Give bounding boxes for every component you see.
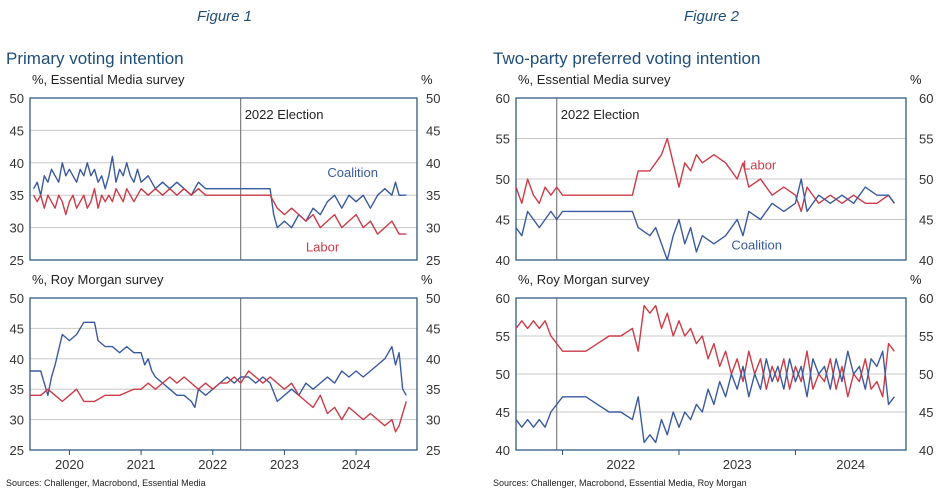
f1-essential-ytick-left-35: 35 [10, 188, 24, 203]
f1-roymorgan-xtick-2020: 2020 [55, 457, 84, 472]
f2-essential-ytick-right-55: 55 [919, 132, 933, 147]
f2-essential-right-unit: % [910, 72, 922, 87]
f2-essential-ytick-right-50: 50 [919, 172, 933, 187]
f1-essential-series-coalition [32, 155, 407, 229]
f2-essential-series-labor [515, 137, 895, 213]
f2-essential-label-labor: Labor [743, 157, 777, 172]
f1-roymorgan-xtick-2022: 2022 [198, 457, 227, 472]
f1-roymorgan-ytick-right-50: 50 [426, 291, 440, 306]
f1-roymorgan-ytick-left-35: 35 [10, 382, 24, 397]
f1-essential-ytick-left-30: 30 [10, 221, 24, 236]
f1-roymorgan-ytick-right-45: 45 [426, 321, 440, 336]
f1-essential-ytick-right-50: 50 [426, 91, 440, 106]
f2-essential-ytick-right-40: 40 [919, 253, 933, 268]
f1-essential-label-labor: Labor [306, 240, 340, 255]
f2-roymorgan-xtick-2023: 2023 [723, 457, 752, 472]
f1-essential-ytick-left-45: 45 [10, 123, 24, 138]
f1-roymorgan-ytick-left-30: 30 [10, 413, 24, 428]
f1-essential-label-coalition: Coalition [327, 165, 378, 180]
f2-roymorgan-ytick-right-45: 45 [919, 405, 933, 420]
f1-essential-right-unit: % [421, 72, 433, 87]
f2-roymorgan-xtick-2024: 2024 [836, 457, 865, 472]
f2-essential-ytick-left-60: 60 [496, 91, 510, 106]
f1-roymorgan-ytick-right-40: 40 [426, 352, 440, 367]
f2-roymorgan-ytick-right-60: 60 [919, 291, 933, 306]
f1-roymorgan-ytick-left-50: 50 [10, 291, 24, 306]
figure-1-label: Figure 1 [197, 8, 253, 25]
f2-roymorgan-plot-frame [515, 297, 907, 451]
f1-roymorgan-xtick-2021: 2021 [127, 457, 156, 472]
f2-essential-ytick-left-50: 50 [496, 172, 510, 187]
f1-roymorgan-ytick-right-35: 35 [426, 382, 440, 397]
f2-roymorgan-ytick-left-50: 50 [496, 367, 510, 382]
f2-roymorgan-ytick-left-60: 60 [496, 291, 510, 306]
f1-essential-ytick-right-25: 25 [426, 253, 440, 268]
f2-essential-election-label: 2022 Election [561, 107, 640, 122]
f1-essential-ytick-left-40: 40 [10, 156, 24, 171]
f2-roymorgan-ytick-right-50: 50 [919, 367, 933, 382]
figure-2-sources: Sources: Challenger, Macrobond, Essentia… [493, 478, 747, 488]
f2-essential-series-coalition [515, 178, 895, 261]
f1-essential-ytick-right-45: 45 [426, 123, 440, 138]
f1-essential-ytick-right-40: 40 [426, 156, 440, 171]
figure-2-label: Figure 2 [684, 8, 740, 25]
f1-roymorgan-subtitle: %, Roy Morgan survey [32, 272, 164, 287]
f2-roymorgan-ytick-left-45: 45 [496, 405, 510, 420]
f1-roymorgan-ytick-right-25: 25 [426, 443, 440, 458]
f2-roymorgan-subtitle: %, Roy Morgan survey [518, 272, 650, 287]
f2-essential-ytick-left-45: 45 [496, 213, 510, 228]
f1-roymorgan-xtick-2024: 2024 [342, 457, 371, 472]
f1-roymorgan-series-labor [30, 370, 407, 433]
f2-roymorgan-series-labor [515, 304, 895, 398]
f1-roymorgan-series-coalition [30, 321, 407, 409]
f1-roymorgan-right-unit: % [421, 272, 433, 287]
f1-essential-ytick-left-25: 25 [10, 253, 24, 268]
f1-roymorgan-ytick-right-30: 30 [426, 413, 440, 428]
f2-essential-label-coalition: Coalition [731, 237, 782, 252]
f2-roymorgan-right-unit: % [910, 272, 922, 287]
figure-1-title: Primary voting intention [6, 49, 184, 68]
f1-essential-subtitle: %, Essential Media survey [32, 72, 185, 87]
f2-roymorgan-ytick-right-55: 55 [919, 329, 933, 344]
figure-2-title: Two-party preferred voting intention [493, 49, 761, 68]
f2-roymorgan-ytick-left-40: 40 [496, 443, 510, 458]
f2-essential-subtitle: %, Essential Media survey [518, 72, 671, 87]
f1-roymorgan-ytick-left-45: 45 [10, 321, 24, 336]
f2-essential-ytick-right-60: 60 [919, 91, 933, 106]
f1-essential-plot-frame [29, 97, 418, 261]
f1-roymorgan-xtick-2023: 2023 [270, 457, 299, 472]
f1-essential-ytick-left-50: 50 [10, 91, 24, 106]
f1-essential-election-label: 2022 Election [245, 107, 324, 122]
f1-roymorgan-plot-frame [29, 297, 418, 451]
f2-roymorgan-ytick-left-55: 55 [496, 329, 510, 344]
f1-essential-series-labor [32, 188, 407, 235]
f1-roymorgan-ytick-left-40: 40 [10, 352, 24, 367]
f2-essential-plot-frame [515, 97, 907, 261]
f2-essential-ytick-left-55: 55 [496, 132, 510, 147]
figure-1-sources: Sources: Challenger, Macrobond, Essentia… [6, 478, 206, 488]
f1-roymorgan-ytick-left-25: 25 [10, 443, 24, 458]
f1-essential-ytick-right-30: 30 [426, 221, 440, 236]
f1-essential-ytick-right-35: 35 [426, 188, 440, 203]
f2-roymorgan-series-coalition [515, 350, 895, 444]
f2-roymorgan-ytick-right-40: 40 [919, 443, 933, 458]
f2-essential-ytick-right-45: 45 [919, 213, 933, 228]
f2-essential-ytick-left-40: 40 [496, 253, 510, 268]
f2-roymorgan-xtick-2022: 2022 [606, 457, 635, 472]
